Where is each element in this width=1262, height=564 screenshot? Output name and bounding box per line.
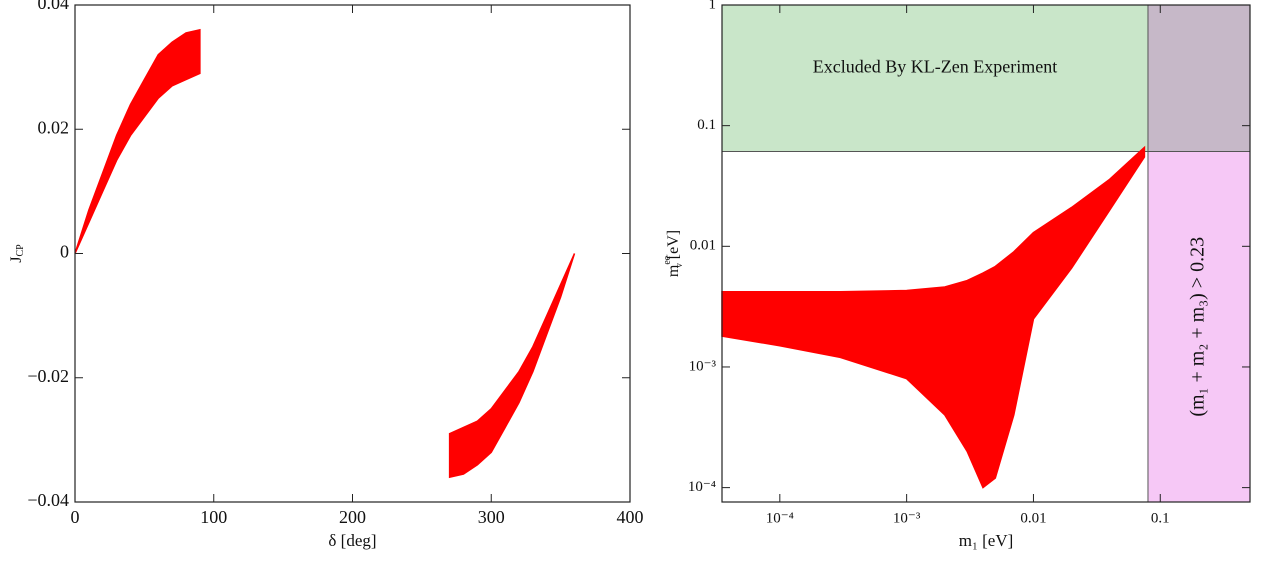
x-tick-label: 200: [339, 507, 366, 527]
plot-frame: [721, 4, 1251, 503]
y-axis-label: JCP: [8, 244, 27, 263]
y-tick-label: 0: [60, 242, 69, 262]
y-axis-label: meeν [eV]: [662, 230, 685, 277]
x-tick-label: 10⁻⁴: [766, 510, 794, 526]
label-sup: ee: [662, 255, 673, 264]
x-axis-label: δ [deg]: [328, 531, 376, 550]
data-band: [721, 145, 1146, 489]
region-label: Excluded By KL-Zen Experiment: [813, 56, 1057, 76]
y-tick-label: 0.04: [38, 0, 70, 13]
y-tick-label: 10⁻³: [689, 358, 717, 374]
x-tick-label: 400: [617, 507, 644, 527]
y-tick-label: −0.02: [27, 366, 69, 386]
x-tick-label: 300: [478, 507, 505, 527]
label-base: m: [665, 264, 682, 277]
excluded-region: [722, 5, 1148, 152]
label-unit: [eV]: [665, 230, 682, 263]
y-tick-label: 0.1: [697, 117, 716, 133]
y-tick-label: 0.02: [38, 117, 70, 137]
x-tick-label: 0.01: [1020, 510, 1046, 526]
x-tick-label: 0.1: [1151, 510, 1170, 526]
data-band: [448, 253, 576, 479]
excluded-region: [1147, 151, 1250, 502]
x-tick-label: 10⁻³: [893, 510, 921, 526]
label-sub: ν: [674, 263, 685, 268]
region-label: (m₁ + m₂ + m₃) > 0.23: [1187, 237, 1209, 417]
y-tick-label: 1: [709, 0, 717, 12]
y-tick-label: −0.04: [27, 490, 69, 510]
x-axis-label: m₁ [eV]: [959, 531, 1014, 550]
label-sub: CP: [15, 244, 26, 257]
y-tick-label: 10⁻⁴: [688, 479, 716, 495]
label-base: J: [8, 257, 25, 263]
overlap-region: [1147, 5, 1250, 152]
x-tick-label: 100: [200, 507, 227, 527]
data-band: [74, 28, 201, 254]
y-tick-label: 0.01: [690, 238, 716, 254]
x-tick-label: 0: [71, 507, 80, 527]
